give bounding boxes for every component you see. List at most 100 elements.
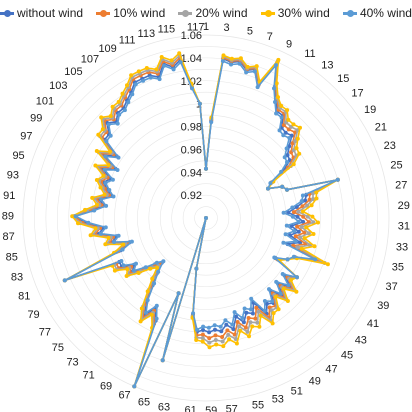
data-point (226, 332, 231, 337)
data-point (282, 155, 287, 160)
grid-ring (68, 80, 344, 356)
legend-swatch (0, 9, 14, 17)
data-point (290, 214, 295, 219)
data-point (273, 100, 277, 104)
data-point (129, 73, 134, 78)
category-label: 1 (203, 21, 209, 33)
data-point (102, 167, 107, 172)
grid-ring (34, 46, 378, 390)
data-point (311, 197, 315, 202)
data-point (132, 268, 136, 273)
category-label: 39 (377, 300, 389, 312)
data-point (104, 203, 109, 208)
data-point (232, 332, 237, 337)
category-label: 57 (226, 403, 238, 412)
data-point (120, 91, 125, 96)
data-point (293, 234, 298, 239)
legend-label: without wind (17, 6, 84, 20)
data-point (285, 257, 290, 262)
data-point (154, 67, 159, 72)
data-point (272, 86, 276, 91)
data-point (289, 150, 294, 155)
data-point (298, 125, 302, 130)
data-point (270, 321, 275, 326)
data-point (106, 163, 111, 168)
data-point (272, 255, 277, 260)
data-point (73, 214, 78, 219)
data-point (283, 130, 288, 135)
data-point (271, 311, 276, 316)
data-point (200, 332, 205, 337)
grid-ring (171, 183, 241, 253)
data-point (255, 320, 260, 325)
category-label: 69 (100, 381, 112, 393)
radial-tick-label: 0.98 (181, 122, 202, 134)
data-point (225, 328, 230, 333)
data-point (126, 100, 131, 105)
data-point (254, 305, 259, 310)
data-point (310, 214, 315, 219)
data-point (274, 81, 279, 86)
data-point (220, 59, 225, 64)
category-label: 43 (355, 334, 367, 346)
data-point (88, 233, 93, 238)
category-label: 5 (247, 25, 253, 37)
data-point (150, 276, 155, 281)
data-point (99, 197, 104, 202)
data-point (141, 78, 146, 83)
data-point (311, 232, 316, 236)
data-point (289, 133, 294, 138)
category-label: 35 (392, 261, 404, 273)
data-point (213, 327, 217, 332)
category-label: 51 (291, 385, 303, 397)
data-point (325, 262, 330, 267)
data-point (162, 63, 167, 68)
data-point (214, 342, 219, 347)
data-point (235, 320, 240, 324)
grid-ring (45, 57, 367, 379)
data-point (219, 329, 224, 334)
category-label: 9 (286, 38, 292, 50)
data-point (273, 294, 278, 299)
data-point (207, 345, 212, 350)
data-point (245, 329, 250, 334)
category-label: 79 (27, 309, 39, 321)
data-point (212, 323, 217, 328)
radial-tick-label: 0.94 (181, 167, 202, 179)
data-point (250, 311, 255, 316)
data-point (302, 230, 307, 235)
category-label: 109 (98, 43, 116, 55)
data-point (201, 328, 205, 332)
legend: without wind 10% wind 20% wind 30% wind 40% … (0, 4, 412, 22)
data-point (136, 69, 141, 74)
category-label: 49 (309, 375, 321, 387)
data-point (279, 103, 284, 108)
data-point (284, 146, 289, 151)
legend-entry: 20% wind (178, 6, 248, 20)
series-40-wind (62, 59, 340, 389)
data-point (279, 115, 284, 120)
data-point (200, 339, 205, 344)
data-point (204, 216, 208, 220)
legend-swatch (96, 9, 111, 17)
data-point (112, 240, 117, 244)
data-point (312, 244, 317, 249)
category-label: 77 (39, 326, 51, 338)
category-label: 29 (398, 200, 410, 212)
data-point (116, 233, 121, 238)
category-label: 85 (6, 251, 18, 263)
data-point (262, 299, 267, 303)
category-label: 81 (18, 291, 30, 303)
data-point (258, 313, 263, 318)
legend-label: 10% wind (113, 6, 166, 20)
data-point (116, 155, 121, 160)
data-point (107, 188, 112, 192)
category-label: 21 (375, 122, 387, 134)
data-point (250, 324, 255, 329)
data-point (305, 214, 310, 219)
data-point (306, 231, 311, 236)
data-point (302, 236, 307, 241)
data-point (238, 328, 243, 333)
data-point (285, 108, 290, 113)
